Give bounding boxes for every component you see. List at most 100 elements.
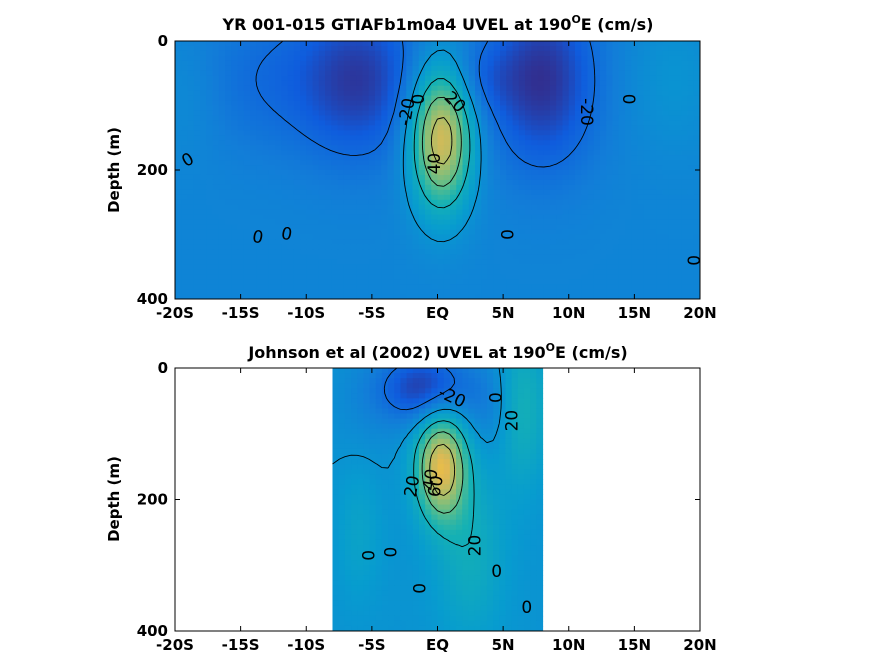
heatmap-cell bbox=[243, 234, 251, 241]
heatmap-cell bbox=[362, 85, 370, 92]
heatmap-cell bbox=[505, 418, 513, 425]
heatmap-cell bbox=[456, 423, 463, 430]
heatmap-cell bbox=[356, 279, 364, 285]
heatmap-cell bbox=[412, 368, 420, 374]
heatmap-cell bbox=[281, 179, 289, 186]
heatmap-cell bbox=[268, 254, 276, 260]
heatmap-cell bbox=[293, 140, 301, 146]
heatmap-cell bbox=[275, 224, 282, 231]
heatmap-cell bbox=[237, 284, 245, 290]
heatmap-cell bbox=[388, 448, 395, 455]
heatmap-cell bbox=[443, 174, 451, 181]
heatmap-cell bbox=[562, 194, 570, 201]
heatmap-cell bbox=[568, 289, 576, 295]
heatmap-cell bbox=[268, 249, 276, 255]
heatmap-cell bbox=[587, 130, 595, 136]
heatmap-cell bbox=[368, 239, 376, 246]
heatmap-cell bbox=[681, 289, 689, 295]
heatmap-cell bbox=[468, 264, 476, 270]
heatmap-cell bbox=[543, 194, 551, 201]
heatmap-cell bbox=[262, 204, 270, 211]
heatmap-cell bbox=[350, 45, 357, 52]
heatmap-cell bbox=[425, 145, 432, 151]
heatmap-cell bbox=[418, 289, 426, 295]
heatmap-cell bbox=[350, 50, 357, 57]
heatmap-cell bbox=[675, 125, 682, 131]
heatmap-cell bbox=[362, 165, 370, 171]
heatmap-cell bbox=[475, 85, 482, 92]
heatmap-cell bbox=[662, 259, 670, 265]
heatmap-cell bbox=[418, 199, 426, 206]
heatmap-cell bbox=[662, 284, 670, 290]
heatmap-cell bbox=[418, 408, 426, 415]
heatmap-cell bbox=[625, 45, 632, 52]
heatmap-cell bbox=[393, 294, 401, 299]
heatmap-cell bbox=[268, 75, 276, 82]
heatmap-cell bbox=[250, 289, 257, 295]
heatmap-cell bbox=[556, 125, 564, 131]
heatmap-cell bbox=[300, 209, 307, 216]
heatmap-cell bbox=[675, 209, 682, 216]
heatmap-cell bbox=[381, 75, 389, 82]
heatmap-cell bbox=[537, 229, 545, 236]
heatmap-cell bbox=[600, 179, 607, 186]
heatmap-cell bbox=[606, 184, 614, 191]
heatmap-cell bbox=[387, 125, 395, 131]
heatmap-cell bbox=[287, 70, 295, 77]
heatmap-cell bbox=[312, 264, 320, 270]
heatmap-cell bbox=[468, 383, 476, 389]
heatmap-cell bbox=[587, 80, 595, 87]
heatmap-cell bbox=[418, 219, 426, 226]
heatmap-cell bbox=[449, 418, 457, 425]
heatmap-cell bbox=[687, 199, 695, 206]
heatmap-cell bbox=[393, 264, 401, 270]
heatmap-cell bbox=[643, 120, 651, 126]
heatmap-cell bbox=[506, 179, 514, 186]
heatmap-cell bbox=[675, 70, 682, 77]
heatmap-cell bbox=[325, 90, 332, 97]
heatmap-cell bbox=[431, 75, 439, 82]
heatmap-cell bbox=[637, 254, 645, 260]
heatmap-cell bbox=[181, 174, 189, 181]
heatmap-cell bbox=[537, 80, 545, 87]
heatmap-cell bbox=[625, 254, 632, 260]
heatmap-cell bbox=[331, 204, 339, 211]
heatmap-cell bbox=[225, 45, 232, 52]
heatmap-cell bbox=[537, 219, 545, 226]
heatmap-cell bbox=[293, 279, 301, 285]
heatmap-cell bbox=[505, 403, 513, 410]
heatmap-cell bbox=[300, 110, 307, 117]
heatmap-cell bbox=[362, 65, 370, 72]
heatmap-cell bbox=[350, 184, 357, 191]
heatmap-cell bbox=[275, 75, 282, 82]
heatmap-cell bbox=[562, 120, 570, 126]
heatmap-cell bbox=[325, 155, 332, 161]
heatmap-cell bbox=[631, 274, 639, 280]
heatmap-cell bbox=[537, 174, 545, 181]
heatmap-layer bbox=[332, 368, 544, 631]
heatmap-cell bbox=[600, 70, 607, 77]
heatmap-cell bbox=[656, 179, 664, 186]
heatmap-cell bbox=[381, 388, 389, 394]
heatmap-cell bbox=[312, 90, 320, 97]
heatmap-cell bbox=[425, 95, 432, 102]
heatmap-cell bbox=[468, 150, 476, 156]
heatmap-cell bbox=[581, 234, 589, 241]
heatmap-cell bbox=[443, 115, 451, 121]
heatmap-cell bbox=[350, 155, 357, 161]
heatmap-cell bbox=[443, 135, 451, 141]
heatmap-cell bbox=[475, 239, 482, 246]
heatmap-cell bbox=[650, 70, 657, 77]
heatmap-cell bbox=[631, 60, 639, 67]
heatmap-cell bbox=[206, 219, 214, 226]
heatmap-cell bbox=[418, 170, 426, 176]
heatmap-cell bbox=[493, 224, 501, 231]
heatmap-cell bbox=[656, 189, 664, 196]
heatmap-cell bbox=[543, 199, 551, 206]
heatmap-cell bbox=[618, 259, 626, 265]
heatmap-cell bbox=[681, 60, 689, 67]
heatmap-cell bbox=[475, 150, 482, 156]
heatmap-cell bbox=[525, 239, 532, 246]
heatmap-cell bbox=[212, 239, 220, 246]
heatmap-cell bbox=[325, 234, 332, 241]
